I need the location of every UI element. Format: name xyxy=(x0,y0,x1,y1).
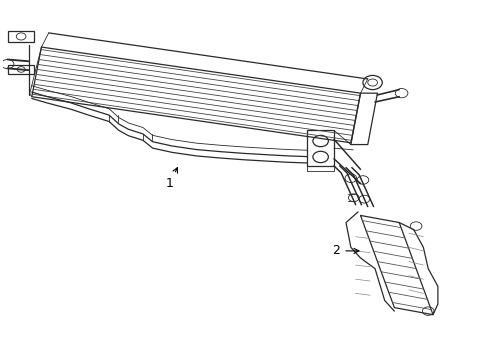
Text: 2: 2 xyxy=(332,244,358,257)
Text: 1: 1 xyxy=(165,168,177,190)
Bar xyxy=(307,130,333,166)
